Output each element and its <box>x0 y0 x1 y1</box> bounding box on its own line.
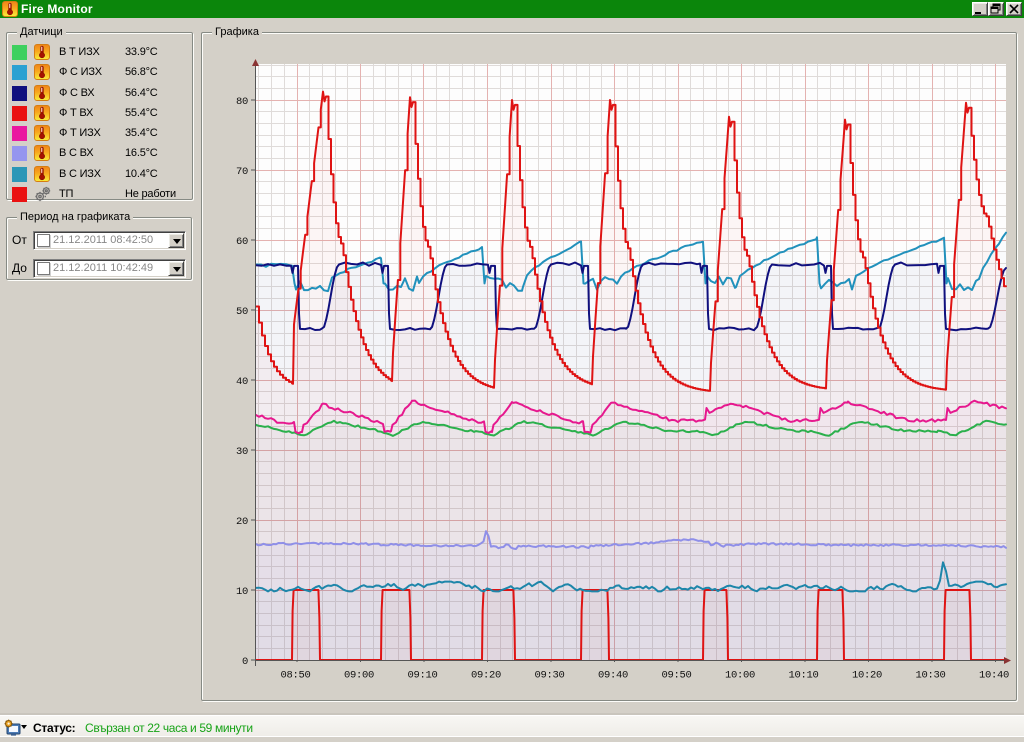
svg-text:0: 0 <box>242 656 248 668</box>
svg-text:10:40: 10:40 <box>979 670 1009 682</box>
svg-text:80: 80 <box>236 96 248 108</box>
svg-text:20: 20 <box>236 516 248 528</box>
svg-text:70: 70 <box>236 166 248 178</box>
svg-text:09:00: 09:00 <box>344 670 374 682</box>
svg-text:40: 40 <box>236 376 248 388</box>
svg-text:60: 60 <box>236 236 248 248</box>
svg-text:10:10: 10:10 <box>788 670 818 682</box>
svg-text:09:10: 09:10 <box>407 670 437 682</box>
svg-text:10:30: 10:30 <box>915 670 945 682</box>
svg-text:30: 30 <box>236 446 248 458</box>
svg-text:08:50: 08:50 <box>280 670 310 682</box>
svg-text:10: 10 <box>236 586 248 598</box>
svg-text:09:20: 09:20 <box>471 670 501 682</box>
svg-text:09:40: 09:40 <box>598 670 628 682</box>
svg-text:10:00: 10:00 <box>725 670 755 682</box>
svg-text:09:50: 09:50 <box>661 670 691 682</box>
svg-text:10:20: 10:20 <box>852 670 882 682</box>
svg-text:50: 50 <box>236 306 248 318</box>
svg-text:09:30: 09:30 <box>534 670 564 682</box>
